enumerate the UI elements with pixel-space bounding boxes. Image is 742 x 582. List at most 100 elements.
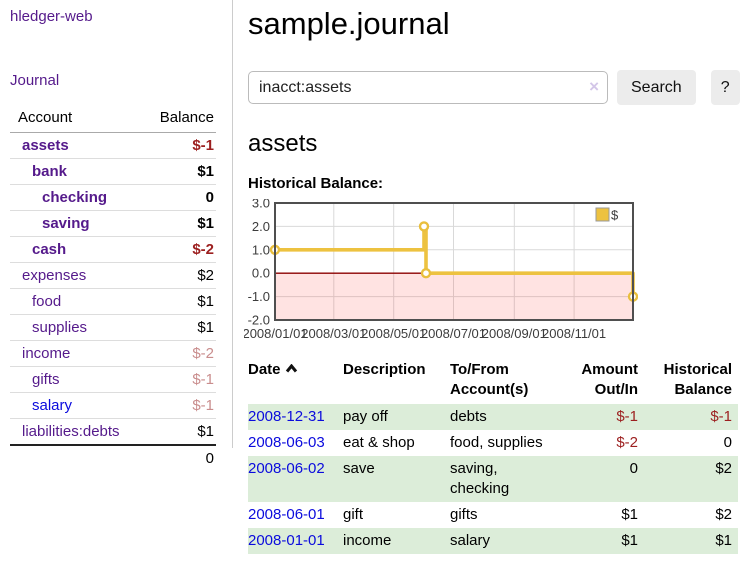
y-tick: 0.0 (252, 266, 270, 281)
register-table: Date Description To/From Account(s) Amou… (248, 358, 738, 554)
register-row: 2008-12-31 pay off debts $-1 $-1 (248, 404, 738, 430)
register-row: 2008-01-01 income salary $1 $1 (248, 528, 738, 554)
account-balance: $-2 (139, 340, 216, 367)
historical-balance-chart: $ 3.0 2.0 1.0 0.0 -1.0 -2.0 2008/01/01 2… (244, 199, 638, 341)
y-tick: -1.0 (248, 289, 270, 304)
account-row: expenses $2 (10, 262, 216, 289)
account-balance: 0 (139, 184, 216, 211)
account-link-liabilities-debts[interactable]: liabilities:debts (22, 423, 120, 440)
account-row: saving $1 (10, 210, 216, 237)
account-link-gifts[interactable]: gifts (32, 371, 60, 388)
transaction-balance: $2 (715, 460, 732, 477)
transaction-description: save (343, 460, 375, 477)
transaction-description: income (343, 532, 392, 549)
account-row: food $1 (10, 288, 216, 315)
account-link-checking[interactable]: checking (42, 189, 108, 206)
transaction-balance: 0 (723, 434, 732, 451)
search-input[interactable] (248, 71, 608, 104)
account-row: assets $-1 (10, 133, 216, 159)
sidebar-item-journal[interactable]: Journal (10, 72, 60, 89)
accounts-header-balance: Balance (139, 106, 216, 133)
account-link-cash[interactable]: cash (32, 241, 67, 258)
transaction-date-link[interactable]: 2008-06-01 (248, 506, 325, 523)
account-link-salary[interactable]: salary (32, 397, 73, 414)
legend-label: $ (611, 208, 619, 223)
y-tick: 1.0 (252, 242, 270, 257)
register-header-date[interactable]: Date (248, 358, 343, 404)
accounts-total: 0 (139, 444, 216, 471)
register-row: 2008-06-01 gift gifts $1 $2 (248, 502, 738, 528)
page-title: sample.journal (248, 6, 450, 41)
transaction-amount: $1 (621, 532, 638, 549)
search-button[interactable]: Search (617, 70, 696, 105)
y-tick: 2.0 (252, 219, 270, 234)
chart-legend: $ (595, 207, 619, 223)
brand-link[interactable]: hledger-web (10, 8, 93, 25)
account-row: supplies $1 (10, 314, 216, 341)
transaction-date-link[interactable]: 2008-06-02 (248, 460, 325, 477)
main-content: sample.journal × Search ? assets Histori… (244, 0, 740, 554)
accounts-total-row: 0 (10, 444, 216, 471)
clear-search-icon[interactable]: × (589, 77, 599, 96)
transaction-accounts: salary (450, 532, 491, 549)
x-tick: 2008/01/01 (244, 326, 308, 341)
chart-title: Historical Balance: (248, 175, 384, 192)
account-link-expenses[interactable]: expenses (22, 267, 87, 284)
transaction-accounts: food, supplies (450, 434, 543, 451)
account-row: bank $1 (10, 158, 216, 185)
account-balance: $-1 (139, 366, 216, 393)
account-balance: $1 (139, 158, 216, 185)
transaction-accounts: gifts (450, 506, 478, 523)
transaction-accounts: debts (450, 408, 487, 425)
register-row: 2008-06-03 eat & shop food, supplies $-2… (248, 430, 738, 456)
account-row: checking 0 (10, 184, 216, 211)
help-button[interactable]: ? (710, 70, 740, 105)
account-balance: $1 (139, 210, 216, 237)
account-link-assets[interactable]: assets (22, 137, 69, 154)
data-point (418, 221, 430, 232)
account-link-bank[interactable]: bank (32, 163, 68, 180)
data-point (420, 267, 432, 279)
account-row: liabilities:debts $1 (10, 418, 216, 445)
accounts-header-account: Account (10, 106, 140, 133)
negative-region (276, 273, 632, 320)
register-header-accounts: To/From Account(s) (450, 361, 529, 398)
register-header-row: Date Description To/From Account(s) Amou… (248, 358, 738, 404)
transaction-description: eat & shop (343, 434, 415, 451)
accounts-table: Account Balance assets $-1 bank $1 checkin… (10, 106, 216, 471)
register-header-description: Description (343, 361, 426, 378)
sidebar: hledger-web Journal Account Balance asse… (0, 0, 233, 471)
transaction-date-link[interactable]: 2008-06-03 (248, 434, 325, 451)
x-axis-labels: 2008/01/01 2008/03/01 2008/05/01 2008/07… (244, 326, 606, 341)
transaction-balance: $1 (715, 532, 732, 549)
account-balance: $-1 (139, 392, 216, 419)
y-axis-labels: 3.0 2.0 1.0 0.0 -1.0 -2.0 (248, 199, 270, 328)
x-tick: 2008/03/01 (301, 326, 366, 341)
account-row: salary $-1 (10, 392, 216, 419)
account-link-saving[interactable]: saving (42, 215, 90, 232)
account-balance: $-1 (192, 137, 214, 154)
account-balance: $1 (139, 288, 216, 315)
transaction-amount: $1 (621, 506, 638, 523)
transaction-date-link[interactable]: 2008-12-31 (248, 408, 325, 425)
account-balance: $1 (139, 314, 216, 341)
x-tick: 2008/09/01 (482, 326, 547, 341)
transaction-date-link[interactable]: 2008-01-01 (248, 532, 325, 549)
search-bar: × Search ? (248, 70, 740, 105)
account-link-income[interactable]: income (22, 345, 71, 362)
x-tick: 2008/05/01 (361, 326, 426, 341)
transaction-balance: $2 (715, 506, 732, 523)
account-balance: $1 (139, 418, 216, 445)
register-header-balance: Historical Balance (663, 361, 732, 398)
account-row: income $-2 (10, 340, 216, 367)
register-row: 2008-06-02 save saving, checking 0 $2 (248, 456, 738, 502)
account-balance: $-2 (139, 236, 216, 263)
sort-ascending-icon (285, 364, 297, 373)
transaction-description: pay off (343, 408, 388, 425)
transaction-amount: 0 (629, 460, 638, 477)
account-link-supplies[interactable]: supplies (32, 319, 88, 336)
plot-border (274, 202, 634, 321)
account-link-food[interactable]: food (32, 293, 62, 310)
x-tick: 2008/07/01 (421, 326, 486, 341)
account-balance: $2 (139, 262, 216, 289)
